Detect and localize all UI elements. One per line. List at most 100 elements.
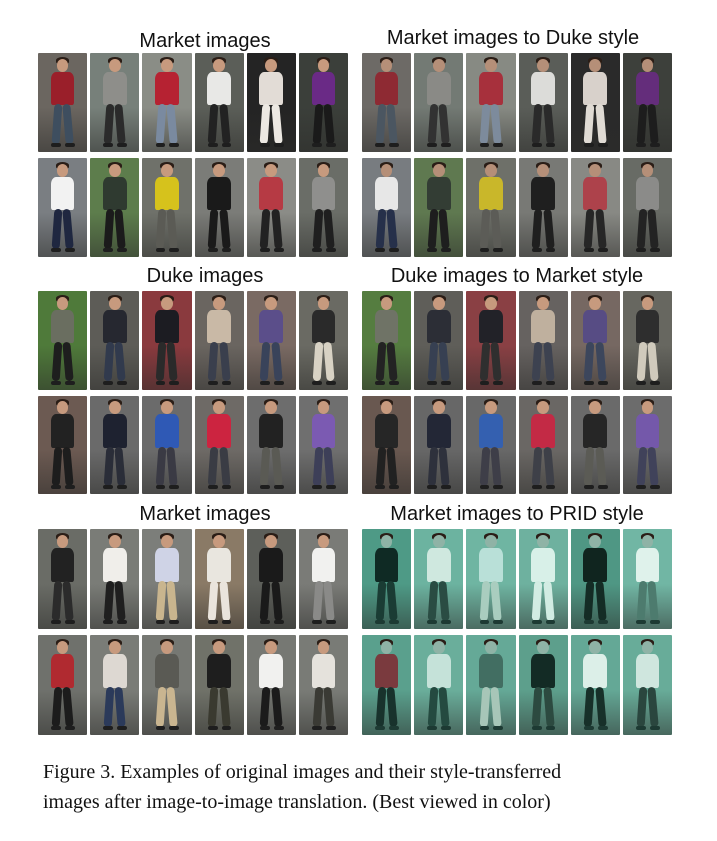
pedestrian-leg-l <box>207 686 219 728</box>
pedestrian-shoe-l <box>479 620 490 624</box>
pedestrian-shoe-l <box>103 485 114 490</box>
pedestrian-torso <box>479 71 503 106</box>
pedestrian-torso <box>426 654 451 688</box>
pedestrian-shoe-r <box>389 380 399 385</box>
pedestrian-image <box>362 635 412 735</box>
pedestrian-torso <box>50 71 75 106</box>
pedestrian-head <box>380 296 393 310</box>
panel-title-market-2: Market images <box>139 503 271 525</box>
pedestrian-head <box>265 535 278 548</box>
pedestrian-leg-l <box>312 341 324 382</box>
pedestrian-leg-l <box>584 341 596 382</box>
pedestrian-torso <box>531 548 555 582</box>
pedestrian-leg-r <box>271 341 283 382</box>
pedestrian-leg-r <box>490 341 503 382</box>
pedestrian-leg-l <box>375 209 387 250</box>
pedestrian-shoe-l <box>259 248 270 253</box>
pedestrian-torso <box>635 309 660 344</box>
pedestrian-head <box>56 163 69 177</box>
pedestrian-head <box>108 296 121 310</box>
pedestrian-leg-l <box>479 341 491 382</box>
pedestrian-shoe-l <box>155 620 166 624</box>
pedestrian-leg-r <box>647 104 659 145</box>
pedestrian-image <box>362 158 412 257</box>
pedestrian-leg-r <box>323 341 335 382</box>
pedestrian-shoe-r <box>325 248 336 253</box>
pedestrian-leg-r <box>270 580 283 622</box>
pedestrian-torso <box>426 176 451 211</box>
pedestrian-leg-r <box>323 686 335 728</box>
panel-title-market-to-duke: Market images to Duke style <box>386 27 640 49</box>
pedestrian-leg-l <box>531 341 543 382</box>
pedestrian-leg-r <box>166 686 179 728</box>
pedestrian-leg-r <box>166 446 179 487</box>
pedestrian-image <box>518 53 568 152</box>
pedestrian-shoe-l <box>479 726 490 730</box>
pedestrian-image <box>298 158 348 257</box>
pedestrian-leg-l <box>636 446 648 487</box>
pedestrian-head <box>432 535 445 548</box>
pedestrian-shoe-r <box>441 620 452 624</box>
pedestrian-torso <box>259 654 284 688</box>
pedestrian-image <box>298 395 348 494</box>
pedestrian-image <box>414 291 464 390</box>
pedestrian-leg-r <box>166 341 179 382</box>
pedestrian-torso <box>50 176 75 211</box>
pedestrian-head <box>317 641 330 654</box>
pedestrian-shoe-l <box>207 726 218 730</box>
pedestrian-leg-r <box>218 341 231 382</box>
pedestrian-leg-l <box>207 104 219 145</box>
pedestrian-shoe-l <box>531 485 542 490</box>
pedestrian-leg-r <box>218 104 231 145</box>
pedestrian-leg-l <box>155 446 167 487</box>
pedestrian-shoe-r <box>649 485 660 490</box>
pedestrian-head <box>56 641 69 654</box>
pedestrian-shoe-l <box>207 248 218 253</box>
pedestrian-leg-l <box>312 686 324 728</box>
pedestrian-shoe-r <box>389 248 399 253</box>
pedestrian-leg-l <box>636 341 648 382</box>
pedestrian-torso <box>426 414 451 448</box>
pedestrian-head <box>380 401 393 415</box>
image-grid-market-2 <box>38 529 348 735</box>
pedestrian-leg-l <box>155 341 167 382</box>
pedestrian-shoe-l <box>375 620 386 624</box>
pedestrian-shoe-r <box>169 248 180 253</box>
pedestrian-leg-r <box>166 209 179 250</box>
pedestrian-leg-l <box>103 446 115 487</box>
pedestrian-torso <box>155 71 179 106</box>
pedestrian-leg-l <box>427 686 439 728</box>
pedestrian-image <box>622 635 672 735</box>
pedestrian-shoe-r <box>493 380 504 385</box>
pedestrian-leg-r <box>542 580 555 622</box>
pedestrian-leg-r <box>647 209 659 250</box>
pedestrian-leg-r <box>166 104 179 145</box>
pedestrian-leg-l <box>155 104 167 145</box>
pedestrian-head <box>641 535 654 548</box>
pedestrian-shoe-l <box>51 726 62 730</box>
pedestrian-shoe-r <box>545 143 556 148</box>
pedestrian-shoe-r <box>597 726 608 730</box>
pedestrian-shoe-r <box>597 485 608 490</box>
pedestrian-leg-r <box>490 446 503 487</box>
pedestrian-image <box>246 291 296 390</box>
pedestrian-torso <box>479 176 503 211</box>
pedestrian-head <box>432 641 445 654</box>
pedestrian-shoe-r <box>117 248 128 253</box>
pedestrian-shoe-l <box>103 620 114 624</box>
caption-line-2: images after image-to-image translation.… <box>43 791 551 813</box>
pedestrian-image <box>90 291 140 390</box>
pedestrian-shoe-r <box>325 726 336 730</box>
pedestrian-leg-l <box>51 686 63 728</box>
pedestrian-image <box>90 635 140 735</box>
pedestrian-shoe-l <box>427 485 438 490</box>
pedestrian-leg-r <box>386 209 399 250</box>
pedestrian-leg-r <box>62 209 75 250</box>
pedestrian-image <box>518 158 568 257</box>
pedestrian-torso <box>207 414 231 448</box>
pedestrian-head <box>641 163 654 177</box>
pedestrian-leg-l <box>103 104 115 145</box>
pedestrian-leg-l <box>51 580 63 622</box>
image-grid-market-to-prid <box>362 529 672 735</box>
pedestrian-shoe-r <box>597 620 608 624</box>
